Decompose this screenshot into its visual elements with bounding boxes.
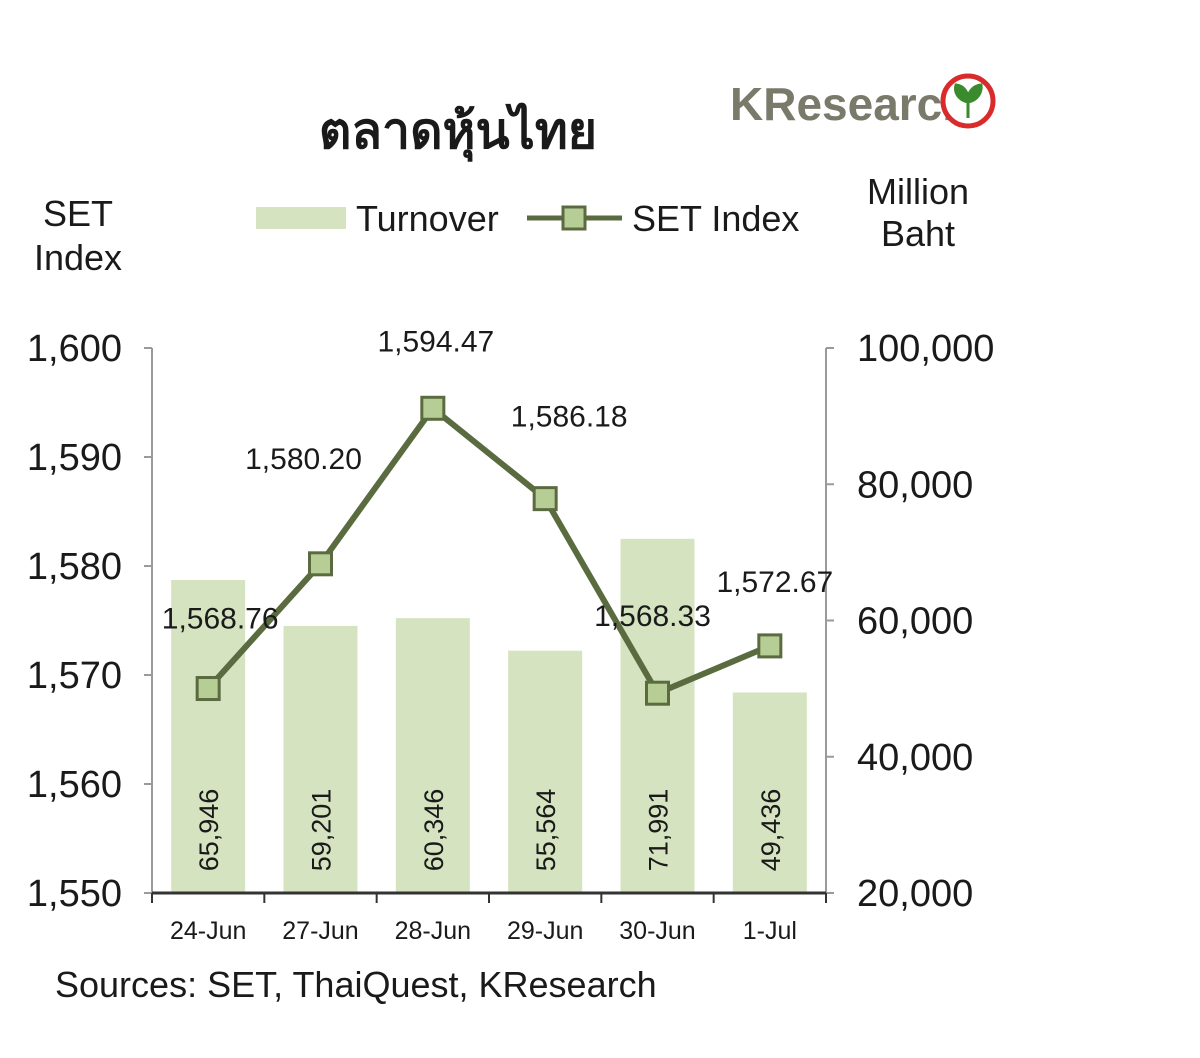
turnover-bar [171,579,246,893]
x-tick-label: 28-Jun [395,917,471,945]
right-tick-label: 100,000 [857,328,994,370]
turnover-bar [732,692,807,893]
data-labels: 65,946 59,201 60,346 55,564 71,991 49,436 1,56… [162,325,833,871]
turnover-value-label: 65,946 [194,789,224,872]
set-index-marker [757,633,783,659]
left-axis-title-line1: SET [43,193,113,234]
turnover-bar [395,618,470,893]
left-tick-label: 1,570 [27,655,122,697]
right-tick-label: 60,000 [857,601,973,643]
set-index-marker [532,486,558,512]
right-tick-label: 20,000 [857,873,973,915]
turnover-value-label: 60,346 [419,789,449,872]
left-tick-label: 1,560 [27,764,122,806]
x-tick-label: 1-Jul [743,917,797,945]
legend-turnover-swatch [256,207,346,229]
right-axis-title: Million Baht [867,171,969,254]
set-index-value-label: 1,580.20 [245,443,362,476]
set-index-value-label: 1,568.76 [162,603,279,636]
left-tick-label: 1,580 [27,546,122,588]
x-tick-label: 30-Jun [619,917,695,945]
turnover-bar [283,625,358,893]
set-index-value-label: 1,568.33 [594,600,711,633]
legend-set-index-label: SET Index [632,198,799,239]
left-axis-title-line2: Index [34,237,122,278]
set-index-marker [420,395,446,421]
x-tick-label: 27-Jun [282,917,358,945]
right-axis-title-line2: Baht [881,213,955,254]
set-index-value-label: 1,594.47 [377,325,494,358]
left-tick-label: 1,590 [27,437,122,479]
kresearch-logo: KResearch [730,73,996,130]
set-index-value-label: 1,572.67 [716,566,833,599]
set-index-line [195,395,783,706]
set-index-marker [308,551,333,577]
turnover-bars [171,538,807,893]
legend-turnover-label: Turnover [356,198,499,239]
source-note: Sources: SET, ThaiQuest, KResearch [55,964,657,1005]
left-tick-label: 1,550 [27,873,122,915]
right-tick-label: 40,000 [857,737,973,779]
turnover-value-label: 59,201 [307,789,337,872]
turnover-value-label: 71,991 [644,789,674,872]
right-axis-title-line1: Million [867,171,969,212]
chart-title: ตลาดหุ้นไทย [319,102,597,162]
right-tick-label: 80,000 [857,464,973,506]
turnover-bar [620,538,695,893]
legend: Turnover SET Index [256,198,799,239]
legend-set-index-marker [561,205,587,231]
set-index-marker [195,676,221,702]
turnover-value-label: 49,436 [756,789,786,872]
left-tick-label: 1,600 [27,328,122,370]
set-index-marker [645,680,670,706]
turnover-bar [508,650,583,893]
leaf-icon [954,83,983,118]
left-axis-title: SET Index [34,193,122,278]
axes: 1,550 1,560 1,570 1,580 1,590 1,600 20,000 40,0… [27,328,994,945]
set-index-polyline [205,405,771,697]
logo-text: KResearch [730,78,970,130]
turnover-value-label: 55,564 [531,789,561,872]
x-tick-label: 24-Jun [170,917,246,945]
set-index-value-label: 1,586.18 [511,401,628,434]
x-tick-label: 29-Jun [507,917,583,945]
